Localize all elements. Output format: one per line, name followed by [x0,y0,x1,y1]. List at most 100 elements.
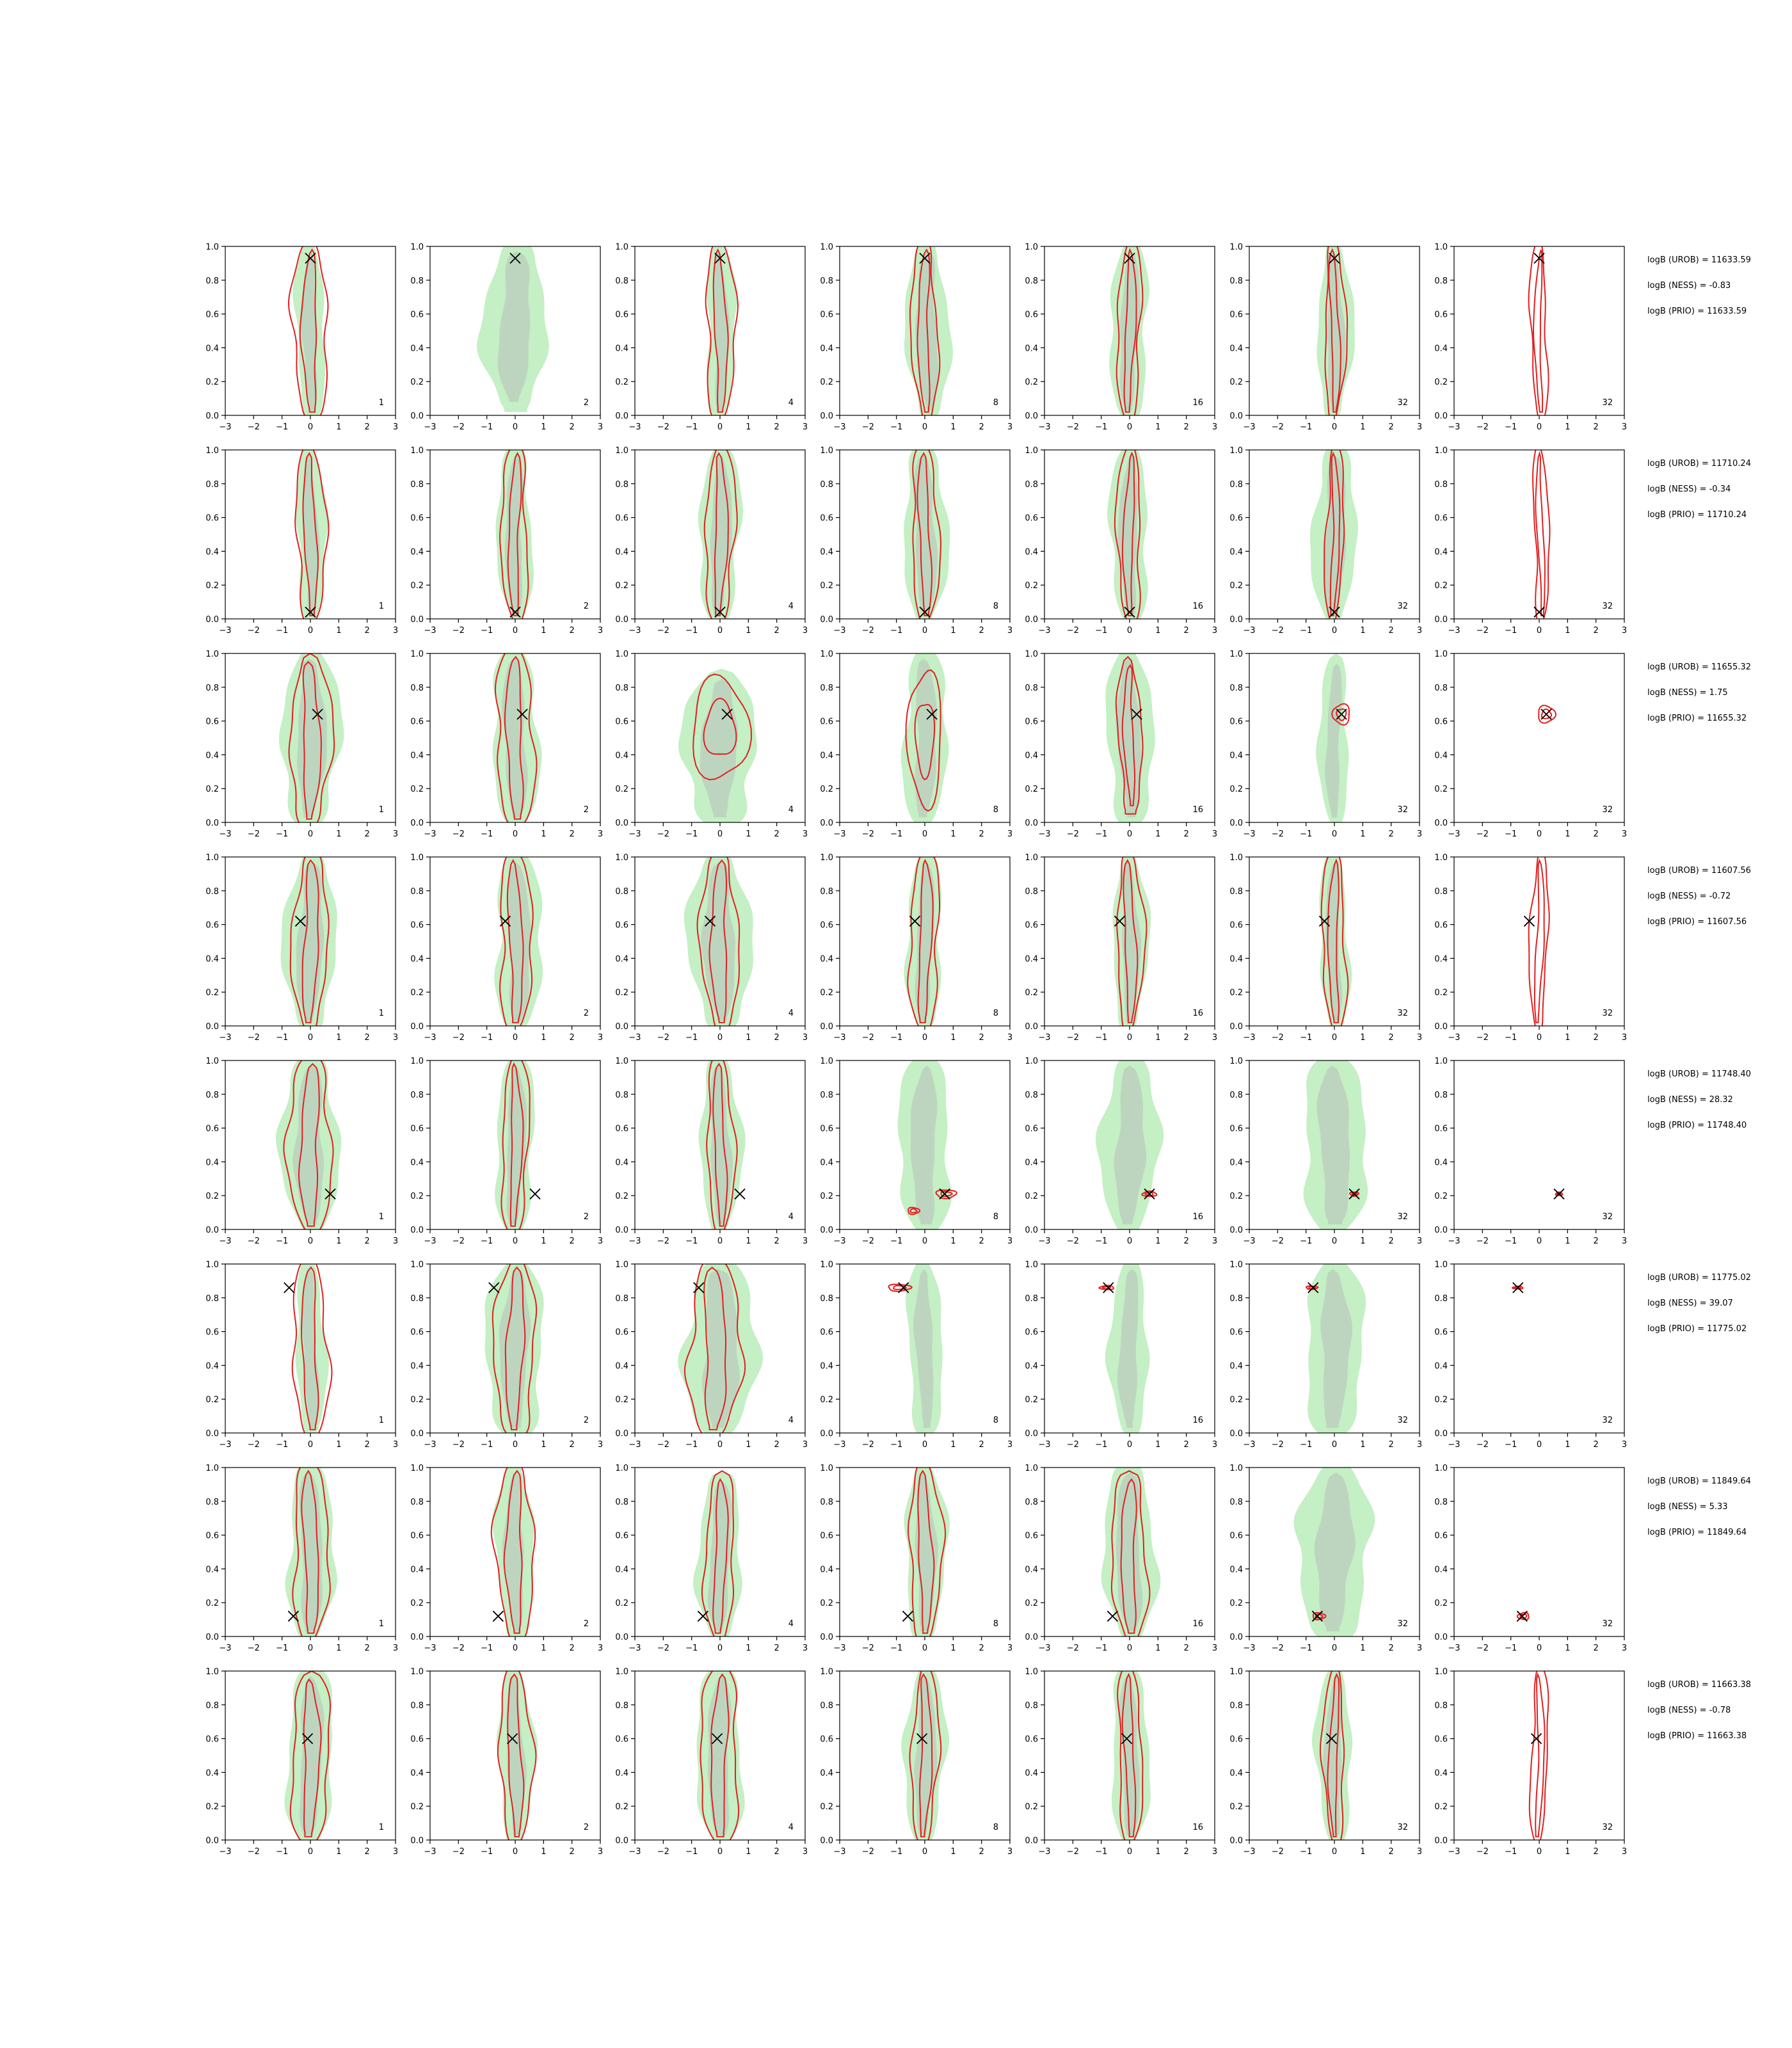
x-tick-label: 3 [1417,1644,1422,1653]
y-tick-label: 0.2 [410,1599,424,1608]
x-tick-label: 3 [393,1440,398,1450]
contour-line-outer [1528,246,1549,415]
truth-marker [1329,606,1340,618]
y-tick-label: 0.4 [615,1361,628,1371]
x-tick-label: 1 [1565,1033,1570,1043]
panel-r4-c4: −3 −2 −1 0 1 2 3 0.0 0.2 0.4 0.6 0.8 1.0 8 [820,853,1012,1043]
truth-marker [1124,252,1135,264]
contour-line-inner [916,452,932,616]
y-tick-label: 0.2 [1434,1395,1448,1405]
x-tick-label: −2 [1476,422,1489,432]
contour-line-inner [1532,250,1544,413]
panel-number-label: 2 [584,1009,589,1018]
y-tick-label: 0.2 [1025,581,1038,591]
contour-line-inner [708,859,728,1023]
y-tick-label: 0.4 [410,954,424,964]
y-tick-label: 0.4 [1434,751,1448,760]
x-tick-label: −2 [862,1644,874,1653]
y-tick-label: 0.8 [820,1294,833,1304]
x-tick-label: 2 [774,1033,780,1043]
truth-marker [305,252,316,264]
logb-annotation: logB (NESS) = 28.32 [1647,1095,1733,1105]
y-tick-label: 0.4 [615,751,628,760]
axes-frame [1453,653,1625,823]
x-tick-label: 0 [1127,1440,1132,1450]
axes-frame [1453,1060,1625,1230]
x-tick-label: 0 [1537,829,1542,839]
x-tick-label: 2 [570,829,575,839]
y-tick-label: 0.4 [205,1158,219,1167]
y-tick-label: 0.8 [820,1498,833,1507]
y-tick-label: 0.6 [1229,1532,1243,1541]
logb-annotation: logB (NESS) = -0.83 [1647,281,1731,291]
x-tick-label: −3 [833,422,845,432]
x-tick-label: 2 [774,1644,780,1653]
contour-loop-outer [1331,703,1350,726]
y-tick-label: 0.8 [410,1701,424,1711]
x-tick-label: −3 [219,1847,231,1857]
truth-marker [909,915,921,927]
x-tick-label: 2 [774,829,780,839]
contour-line-inner [1327,858,1340,1023]
x-tick-label: 3 [393,1847,398,1857]
y-tick-label: 0.6 [820,1328,833,1338]
panel-r3-c7: −3 −2 −1 0 1 2 3 0.0 0.2 0.4 0.6 0.8 1.0 32 [1434,650,1627,839]
y-tick-label: 1.0 [1434,853,1448,863]
contour-line-inner [303,1678,322,1837]
x-tick-label: −3 [1448,1033,1460,1043]
y-tick-label: 0.0 [820,412,833,421]
y-tick-label: 1.0 [410,1464,424,1473]
y-tick-label: 0.6 [1434,310,1448,320]
x-tick-label: 0 [717,1644,723,1653]
x-tick-label: 0 [513,1033,518,1043]
contour-line-inner [1123,859,1139,1023]
y-tick-label: 1.0 [1229,446,1243,456]
panel-r6-c6: −3 −2 −1 0 1 2 3 0.0 0.2 0.4 0.6 0.8 1.0 32 [1229,1260,1422,1450]
x-tick-label: 1 [1565,1236,1570,1246]
y-tick-label: 0.6 [1434,1124,1448,1134]
panel-number-label: 1 [379,602,384,611]
x-tick-label: 3 [598,829,603,839]
x-tick-label: 1 [746,626,751,636]
truth-marker [714,252,726,264]
y-tick-label: 0.4 [820,344,833,353]
x-tick-label: −1 [481,1236,493,1246]
x-tick-label: 1 [950,1236,956,1246]
y-tick-label: 0.8 [1025,1294,1038,1304]
y-tick-label: 0.2 [205,1599,219,1608]
x-tick-label: 3 [1417,1440,1422,1450]
density-fill-core [701,1268,740,1428]
panel-r8-c4: −3 −2 −1 0 1 2 3 0.0 0.2 0.4 0.6 0.8 1.0 8 [820,1667,1012,1857]
contour-line-inner [919,1673,933,1837]
panel-r4-c2: −3 −2 −1 0 1 2 3 0.0 0.2 0.4 0.6 0.8 1.0 2 [410,853,603,1043]
x-tick-label: −1 [1505,829,1517,839]
x-tick-label: 3 [1212,1440,1217,1450]
x-tick-label: −1 [890,1236,902,1246]
x-tick-label: 3 [1622,1644,1627,1653]
truth-marker [509,252,521,264]
y-tick-label: 0.6 [1434,921,1448,931]
contour-line-outer [907,1468,947,1636]
contour-line-outer [705,246,739,415]
y-tick-label: 0.6 [820,921,833,931]
contour-loop-inner [1315,1613,1324,1619]
x-tick-label: −2 [1272,1236,1284,1246]
x-tick-label: −1 [685,1644,698,1653]
x-tick-label: 0 [922,1236,927,1246]
x-tick-label: −1 [890,1847,902,1857]
y-tick-label: 0.4 [1434,1158,1448,1167]
figure-row-3: −3 −2 −1 0 1 2 3 0.0 0.2 0.4 0.6 0.8 1.0 1 −3 −2 −1 0 1 2 3 0… [205,650,1751,839]
y-tick-label: 0.0 [1229,1022,1243,1032]
figure-row-6: −3 −2 −1 0 1 2 3 0.0 0.2 0.4 0.6 0.8 1.0 1 −3 −2 −1 0 1 2 3 0… [205,1260,1751,1450]
y-tick-label: 0.8 [820,887,833,897]
truth-marker [919,606,931,618]
x-tick-label: 3 [393,1033,398,1043]
y-tick-label: 0.0 [205,1226,219,1235]
x-tick-label: 2 [979,829,984,839]
panel-r7-c1: −3 −2 −1 0 1 2 3 0.0 0.2 0.4 0.6 0.8 1.0 1 [205,1464,398,1653]
y-tick-label: 1.0 [1229,1260,1243,1270]
y-tick-label: 0.6 [615,921,628,931]
x-tick-label: −1 [685,1236,698,1246]
x-tick-label: −3 [1038,1440,1050,1450]
panel-number-label: 4 [788,1619,794,1629]
